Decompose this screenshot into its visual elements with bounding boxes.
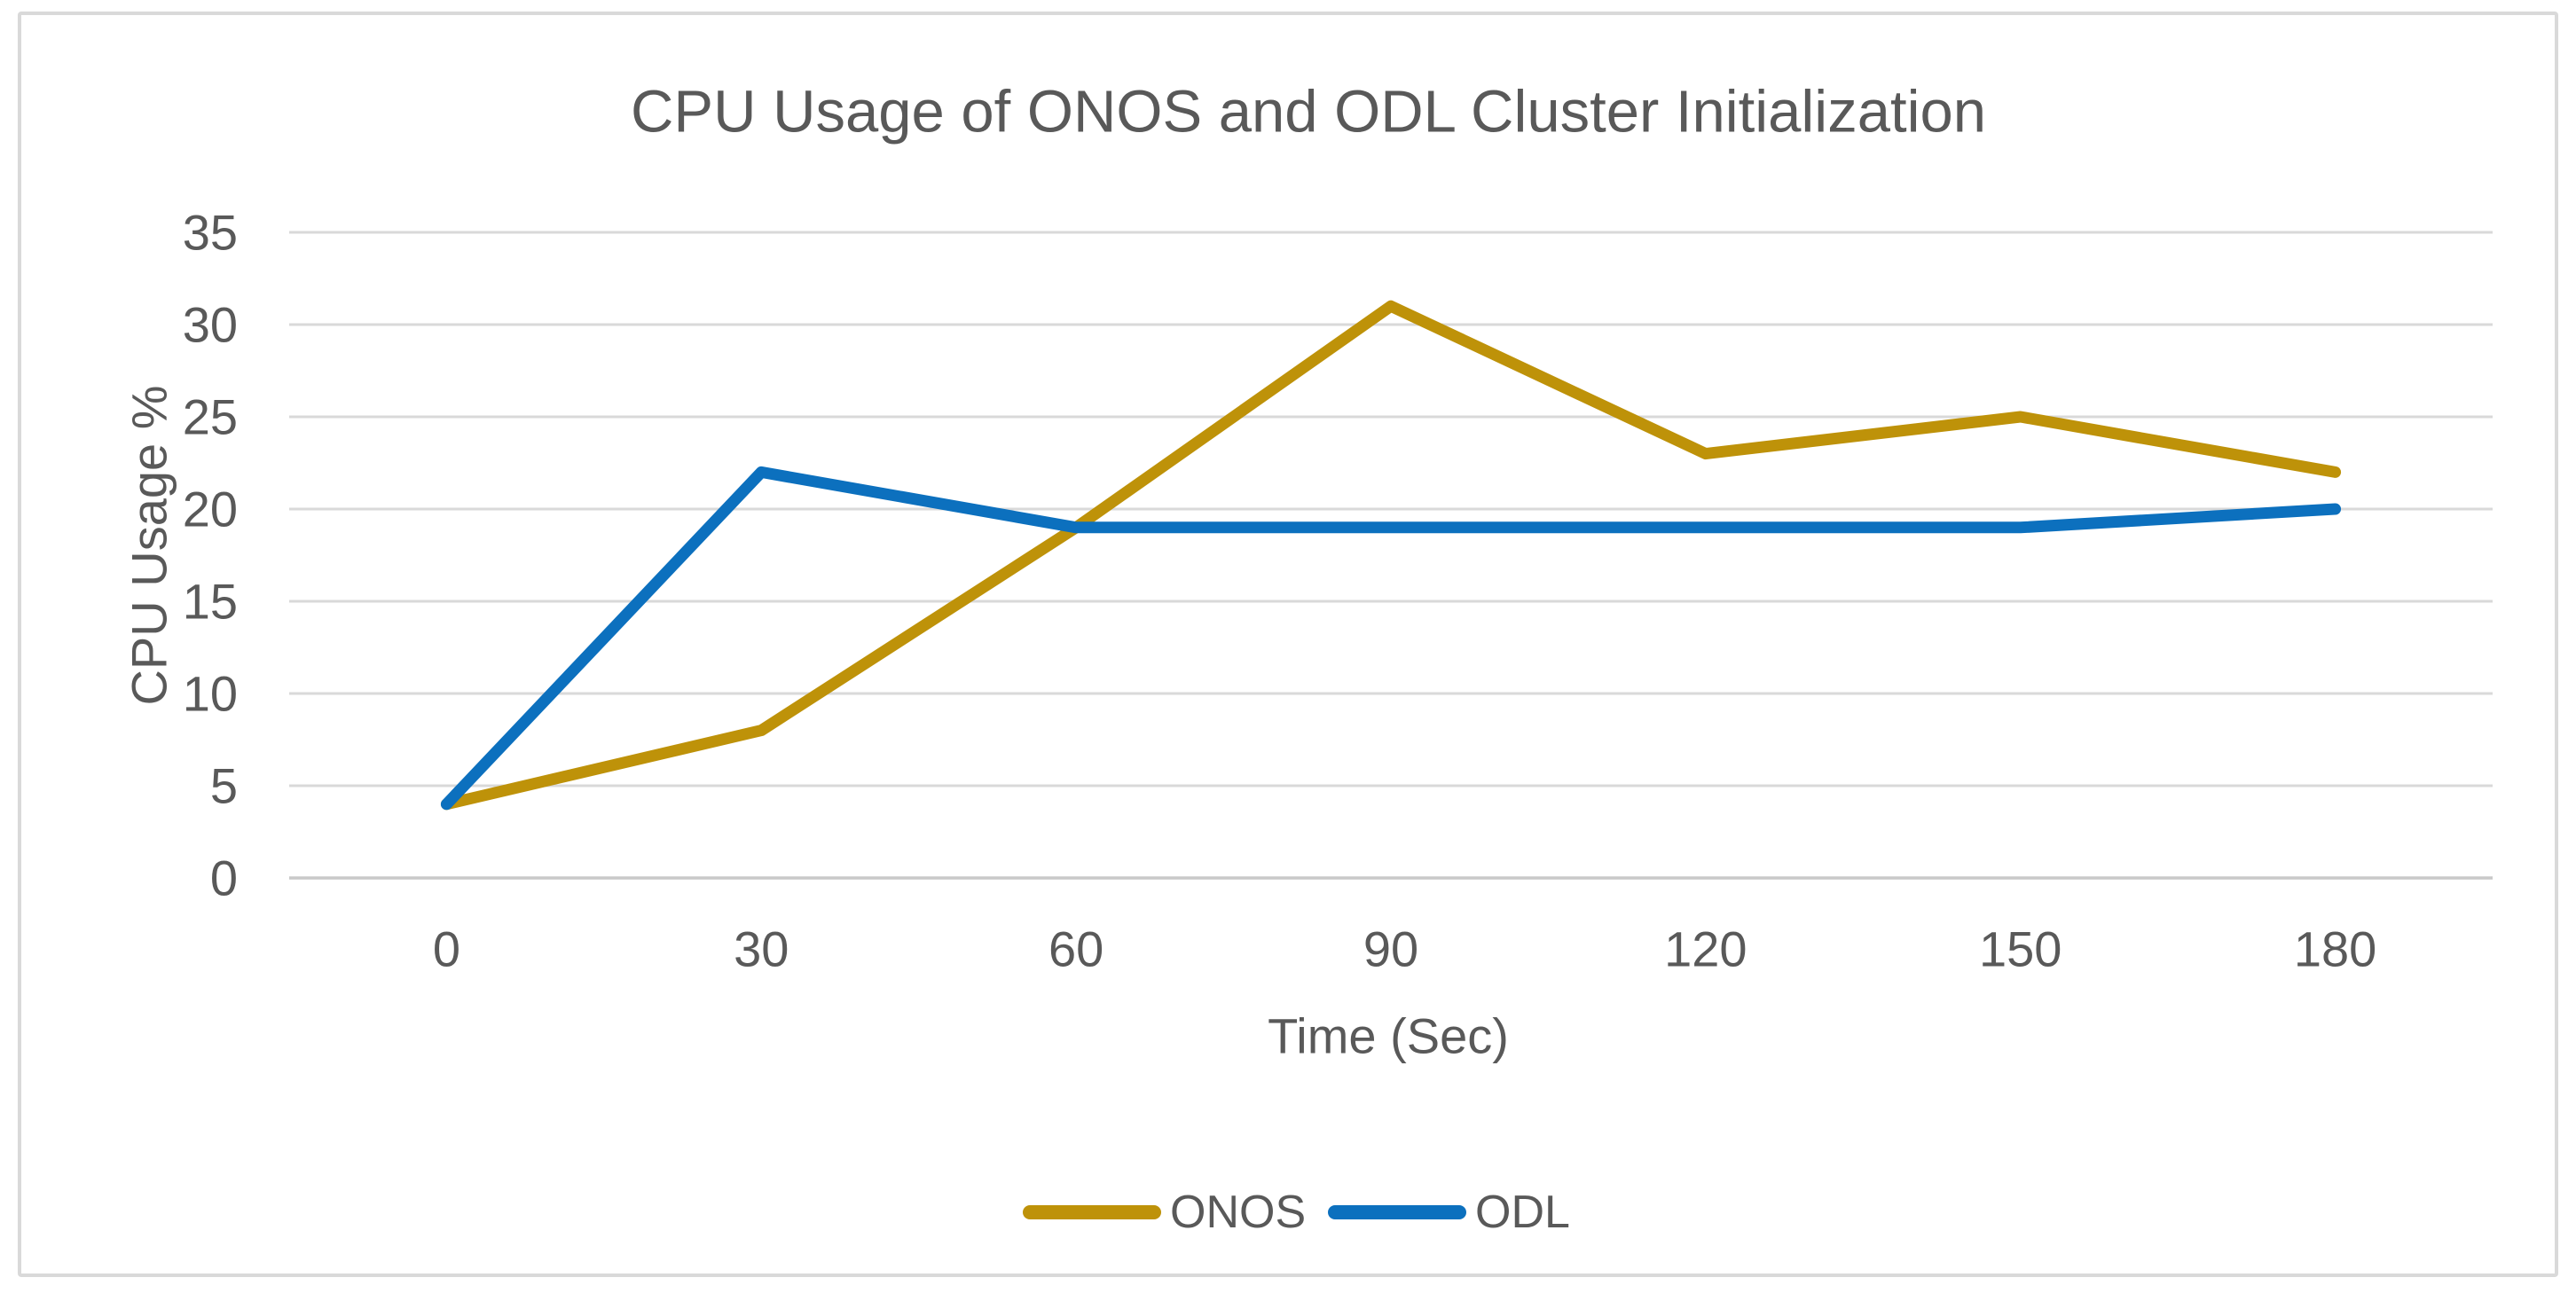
- chart-title: CPU Usage of ONOS and ODL Cluster Initia…: [631, 79, 1986, 145]
- y-tick-label: 5: [210, 758, 238, 814]
- legend-label-odl: ODL: [1475, 1187, 1570, 1238]
- series-lines-group: [440, 300, 2342, 811]
- legend-item-onos: ONOS: [1023, 1187, 1306, 1238]
- series-line-onos: [440, 300, 2342, 811]
- y-axis-title: CPU Usage %: [122, 385, 177, 705]
- y-tick-label: 25: [183, 389, 238, 445]
- x-axis-title: Time (Sec): [1268, 1008, 1509, 1064]
- figure-frame-border: [18, 12, 2558, 1277]
- x-tick-label: 120: [1664, 921, 1747, 977]
- legend-group: ONOS ODL: [1023, 1187, 1570, 1238]
- legend-label-onos: ONOS: [1170, 1187, 1306, 1238]
- legend-item-odl: ODL: [1328, 1187, 1570, 1238]
- x-tick-label: 30: [734, 921, 789, 977]
- series-line-odl: [440, 466, 2342, 811]
- y-tick-labels-group: 0 5 10 15 20 25 30 35: [183, 205, 238, 906]
- x-tick-label: 0: [433, 921, 460, 977]
- y-tick-label: 20: [183, 482, 238, 537]
- y-tick-label: 30: [183, 297, 238, 353]
- y-tick-label: 15: [183, 574, 238, 630]
- gridlines-group: [289, 231, 2493, 880]
- y-tick-label: 0: [210, 850, 238, 906]
- x-tick-labels-group: 0 30 60 90 120 150 180: [433, 921, 2376, 977]
- x-tick-label: 60: [1048, 921, 1103, 977]
- x-tick-label: 90: [1363, 921, 1418, 977]
- x-tick-label: 150: [1979, 921, 2062, 977]
- x-tick-label: 180: [2294, 921, 2376, 977]
- y-tick-label: 35: [183, 205, 238, 261]
- y-tick-label: 10: [183, 666, 238, 722]
